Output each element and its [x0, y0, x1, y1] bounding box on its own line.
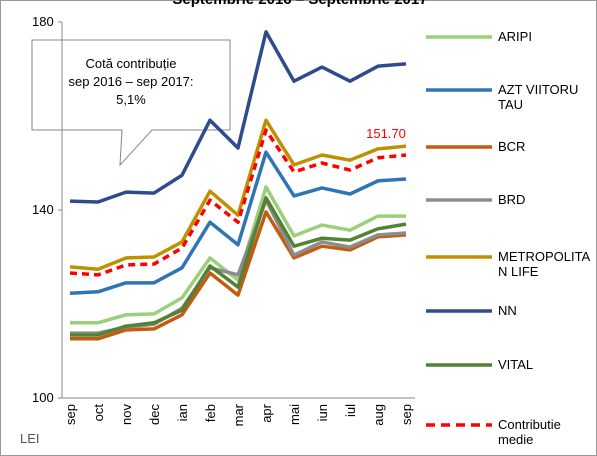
- x-tick-label: sep: [63, 404, 78, 425]
- series-line: [70, 185, 406, 325]
- legend-label: BRD: [498, 192, 526, 207]
- legend-label: BCR: [498, 139, 526, 154]
- series-line: [69, 150, 407, 295]
- x-tick-label: aug: [371, 404, 386, 426]
- series-line: [69, 118, 407, 271]
- x-tick-label: iun: [315, 404, 330, 421]
- annotation-text: 5,1%: [116, 92, 146, 107]
- x-tick-label: sep: [399, 404, 414, 425]
- x-tick-label: mai: [287, 404, 302, 425]
- x-tick-label: dec: [147, 404, 162, 425]
- legend-label: ARIPI: [498, 29, 532, 44]
- data-label: 151.70: [366, 126, 406, 141]
- annotation: Cotă contribuție sep 2016 – sep 2017: 5,…: [31, 39, 231, 167]
- y-tick-label: 140: [32, 202, 54, 217]
- legend-label: VITAL: [498, 357, 534, 372]
- y-tick-label: 100: [32, 390, 54, 405]
- y-axis-label: LEI: [20, 431, 40, 446]
- x-tick-label: mar: [231, 403, 246, 426]
- x-tick-label: nov: [119, 404, 134, 425]
- x-tick-label: iul: [343, 404, 358, 417]
- legend-label: Contributie medie: [498, 417, 561, 447]
- legend-label: AZT VIITORU TAU: [498, 82, 579, 112]
- y-tick-label: 180: [32, 14, 54, 29]
- callout-box: [31, 39, 231, 167]
- series-line: [69, 128, 407, 277]
- legend-label: NN: [498, 303, 517, 318]
- legend-label: METROPOLITAN LIFE: [498, 249, 591, 279]
- series-line: [69, 30, 407, 204]
- annotation-text: sep 2016 – sep 2017:: [68, 74, 193, 89]
- series-line: [70, 210, 407, 341]
- annotation-text: Cotă contribuție: [85, 56, 176, 71]
- x-tick-label: feb: [203, 404, 218, 422]
- chart-title: Septembrie 2016 – Septembrie 2017: [172, 0, 427, 8]
- x-tick-label: oct: [91, 404, 106, 422]
- x-tick-label: ian: [175, 404, 190, 421]
- x-tick-label: apr: [259, 403, 274, 422]
- series-line: [70, 196, 407, 337]
